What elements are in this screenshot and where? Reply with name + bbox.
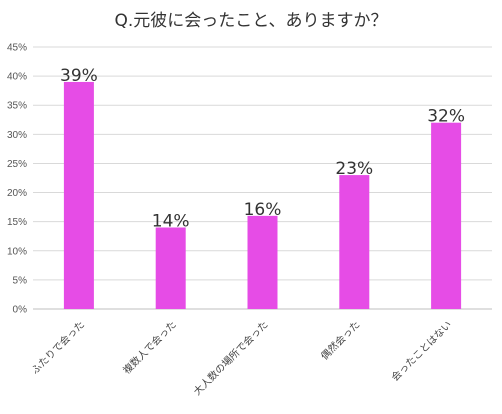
y-tick-label: 25% [7,159,27,170]
y-tick-label: 10% [7,246,27,257]
x-tick-label: 会ったことはない [388,318,454,384]
x-tick-label: 偶然会った [318,318,363,363]
y-tick-label: 35% [7,101,27,112]
x-axis-ticks: ふたりで会った 複数人で会った 大人数の場所で会った 偶然会った 会ったことはない [28,318,454,398]
data-label: 32% [427,107,465,127]
x-tick-label: 大人数の場所で会った [191,318,271,398]
x-tick-label: 複数人で会った [120,318,179,377]
data-labels: 39% 14% 16% 23% 32% [60,66,465,232]
bar [339,175,370,309]
bars [63,81,462,309]
y-tick-label: 5% [13,275,28,286]
y-tick-label: 40% [7,72,27,83]
gridlines [33,46,492,310]
bar [247,215,278,309]
y-axis-ticks: 0% 5% 10% 15% 20% 25% 30% 35% 40% 45% [7,43,27,316]
bar [431,122,462,309]
bar [63,81,94,309]
y-tick-label: 0% [13,305,28,316]
x-tick-label: ふたりで会った [28,318,87,377]
y-tick-label: 15% [7,217,27,228]
y-tick-label: 20% [7,188,27,199]
y-tick-label: 30% [7,130,27,141]
bar [155,227,186,309]
data-label: 39% [60,66,98,86]
data-label: 23% [335,159,373,179]
chart-title: Q.元彼に会ったこと、ありますか？ [114,11,387,31]
data-label: 14% [152,211,190,231]
y-tick-label: 45% [7,43,27,54]
data-label: 16% [244,200,282,220]
